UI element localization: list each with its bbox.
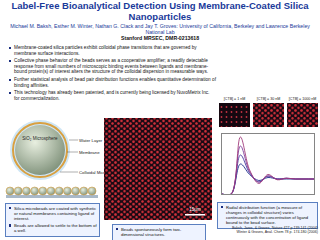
html-text:[CTB] = 1000 nM: [CTB] = 1000 nM xyxy=(288,97,317,101)
html-text:Beads spontaneously form two-d: Beads spontaneously form two-dimensional… xyxy=(121,226,182,237)
html-text:Label-Free Bioanalytical Detec: Label-Free Bioanalytical Detection Using… xyxy=(11,0,309,22)
html-text:Beads are allowed to settle to: Beads are allowed to settle to the botto… xyxy=(14,222,97,233)
html-text:Radial distribution function (: Radial distribution function (a measure … xyxy=(226,204,309,225)
svg-text:15μm: 15μm xyxy=(189,207,201,212)
html-text:Membrane-coated silica particl: Membrane-coated silica particles exhibit… xyxy=(14,45,197,56)
html-text:[CTB] = 1 nM: [CTB] = 1 nM xyxy=(223,97,246,101)
html-text:Michael M. Baksh, Esther M. Wi: Michael M. Baksh, Esther M. Winter, Nath… xyxy=(10,23,310,35)
svg-text:SiO₂ Microsphere: SiO₂ Microsphere xyxy=(22,136,58,141)
html-text:Stanford MRSEC, DMR-0213618: Stanford MRSEC, DMR-0213618 xyxy=(120,35,200,41)
svg-text:Membrane: Membrane xyxy=(79,150,100,155)
html-text:Silica microbeads are coated w: Silica microbeads are coated with synthe… xyxy=(14,205,97,221)
html-text:This technology has already be: This technology has already been patente… xyxy=(14,90,210,101)
html-text:Further statistical analysis o: Further statistical analysis of bead pai… xyxy=(14,77,216,88)
svg-text:Colloidal Microsphere: Colloidal Microsphere xyxy=(79,169,121,175)
svg-text:Water Layer: Water Layer xyxy=(79,138,103,143)
html-text:[CTB] = 30 nM: [CTB] = 30 nM xyxy=(256,97,281,101)
html-text:Collective phase behavior of t: Collective phase behavior of the beads s… xyxy=(14,58,209,75)
html-text:Baksh, Jaros, & Groves, Nature: Baksh, Jaros, & Groves, Nature 427 p.139… xyxy=(231,226,318,235)
